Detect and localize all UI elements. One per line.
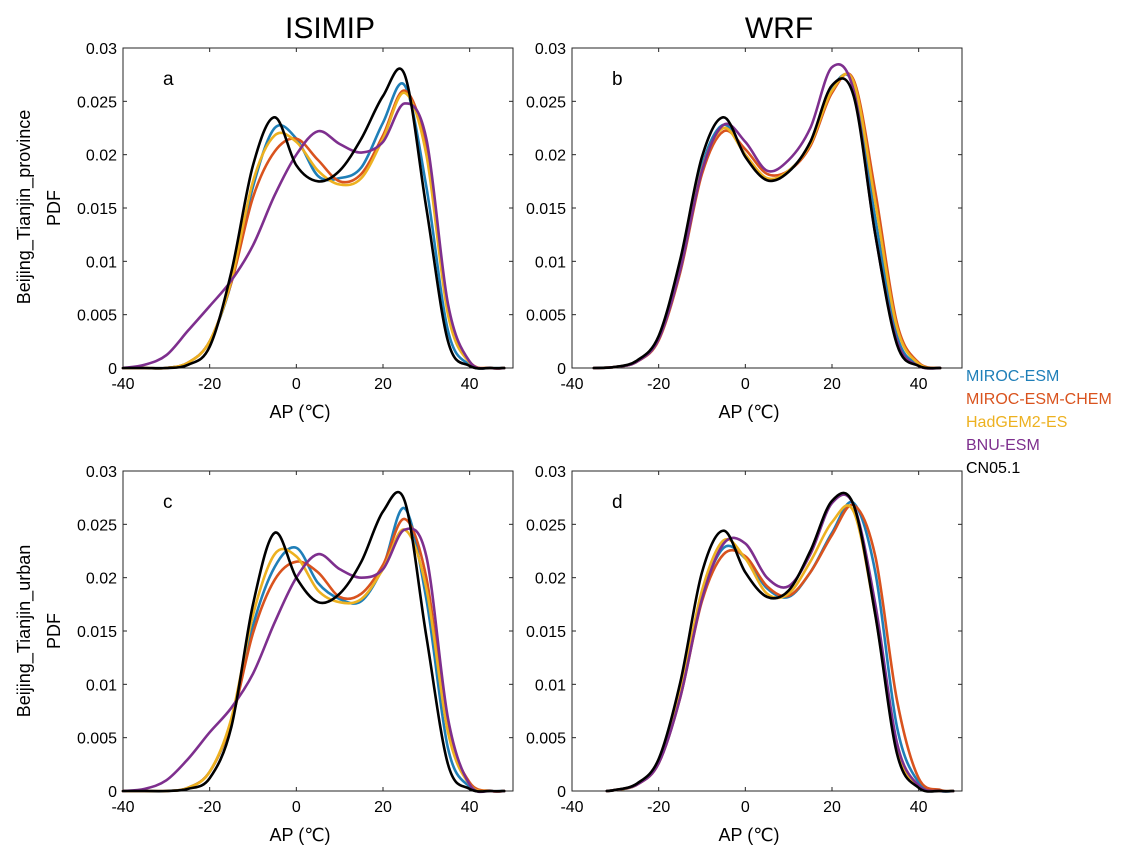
x-tick-label: 40 bbox=[461, 376, 479, 393]
y-tick-label: 0.01 bbox=[86, 677, 117, 694]
x-tick-label: -20 bbox=[647, 799, 670, 816]
column-title-isimip: ISIMIP bbox=[285, 12, 375, 45]
x-tick-label: -20 bbox=[198, 799, 221, 816]
row-label-province: Beijing_Tianjin_province bbox=[14, 110, 35, 304]
series-line-miroc-esm bbox=[121, 82, 506, 370]
y-axis-label: PDF bbox=[44, 190, 64, 226]
legend-entry-cn05-1: CN05.1 bbox=[966, 460, 1020, 477]
column-title-wrf: WRF bbox=[745, 12, 813, 45]
y-tick-label: 0.03 bbox=[86, 464, 117, 481]
y-tick-label: 0 bbox=[557, 361, 566, 378]
y-tick-label: 0.025 bbox=[526, 94, 566, 111]
series-line-cn05-1 bbox=[592, 77, 942, 370]
panel-letter: c bbox=[163, 492, 173, 513]
plot-frame bbox=[571, 470, 963, 792]
y-tick-label: 0.005 bbox=[526, 731, 566, 748]
x-tick-label: 40 bbox=[910, 799, 928, 816]
y-tick-label: 0.025 bbox=[77, 517, 117, 534]
series-line-bnu-esm bbox=[605, 493, 955, 793]
x-axis-label: AP (℃) bbox=[270, 402, 331, 422]
panel-a: -40 -20 0 20 40 0 0.005 0.01 0.015 0.02 0.025 0.03 A… bbox=[44, 41, 514, 422]
legend-entry-bnu-esm: BNU-ESM bbox=[966, 437, 1040, 454]
y-tick-label: 0.02 bbox=[86, 148, 117, 165]
panel-letter: b bbox=[612, 69, 623, 90]
panel-letter: a bbox=[163, 69, 174, 90]
y-tick-label: 0.025 bbox=[77, 94, 117, 111]
series-line-bnu-esm bbox=[592, 63, 942, 370]
x-tick-label: -40 bbox=[560, 799, 583, 816]
x-tick-label: 0 bbox=[741, 376, 750, 393]
y-tick-label: 0.02 bbox=[86, 571, 117, 588]
series-line-hadgem2-es bbox=[592, 72, 942, 370]
series-line-miroc-esm bbox=[592, 72, 942, 370]
y-tick-label: 0.005 bbox=[77, 731, 117, 748]
y-tick-label: 0 bbox=[557, 784, 566, 801]
series-line-miroc-esm-chem bbox=[121, 517, 506, 793]
y-tick-label: 0.005 bbox=[77, 308, 117, 325]
y-tick-label: 0.03 bbox=[535, 41, 566, 58]
x-tick-label: 20 bbox=[374, 799, 392, 816]
series-line-bnu-esm bbox=[121, 527, 506, 794]
y-tick-label: 0.03 bbox=[535, 464, 566, 481]
panel-b: -40 -20 0 20 40 0 0.005 0.01 0.015 0.02 0.025 0.03 A… bbox=[526, 41, 963, 422]
x-axis-label: AP (℃) bbox=[719, 825, 780, 845]
legend-entry-hadgem2-es: HadGEM2-ES bbox=[966, 414, 1067, 431]
y-tick-label: 0.02 bbox=[535, 571, 566, 588]
panel-d: -40 -20 0 20 40 0 0.005 0.01 0.015 0.02 0.025 0.03 A… bbox=[526, 464, 963, 845]
y-tick-label: 0.01 bbox=[535, 254, 566, 271]
y-tick-label: 0.02 bbox=[535, 148, 566, 165]
x-axis-label: AP (℃) bbox=[270, 825, 331, 845]
x-tick-label: -20 bbox=[198, 376, 221, 393]
x-tick-label: 20 bbox=[823, 376, 841, 393]
row-label-urban: Beijing_Tianjin_urban bbox=[14, 545, 35, 717]
panel-letter: d bbox=[612, 492, 623, 513]
series-line-miroc-esm bbox=[605, 500, 955, 793]
x-tick-label: 0 bbox=[292, 376, 301, 393]
series-line-cn05-1 bbox=[605, 491, 955, 793]
y-tick-label: 0.015 bbox=[77, 201, 117, 218]
y-tick-label: 0 bbox=[108, 784, 117, 801]
panel-c: -40 -20 0 20 40 0 0.005 0.01 0.015 0.02 0.025 0.03 A… bbox=[44, 464, 514, 845]
y-tick-label: 0.005 bbox=[526, 308, 566, 325]
x-tick-label: 40 bbox=[461, 799, 479, 816]
legend-entry-miroc-esm: MIROC-ESM bbox=[966, 368, 1059, 385]
series-line-cn05-1 bbox=[121, 491, 506, 793]
legend-entry-miroc-esm-chem: MIROC-ESM-CHEM bbox=[966, 391, 1112, 408]
series-line-cn05-1 bbox=[121, 67, 506, 370]
plot-frame bbox=[122, 47, 514, 369]
y-tick-label: 0.025 bbox=[526, 517, 566, 534]
y-tick-label: 0.015 bbox=[526, 624, 566, 641]
y-tick-label: 0.01 bbox=[535, 677, 566, 694]
y-tick-label: 0.01 bbox=[86, 254, 117, 271]
x-tick-label: 0 bbox=[741, 799, 750, 816]
x-tick-label: 40 bbox=[910, 376, 928, 393]
y-tick-label: 0.015 bbox=[77, 624, 117, 641]
x-tick-label: 0 bbox=[292, 799, 301, 816]
y-tick-label: 0 bbox=[108, 361, 117, 378]
x-tick-label: -20 bbox=[647, 376, 670, 393]
series-line-hadgem2-es bbox=[121, 91, 506, 370]
y-tick-label: 0.015 bbox=[526, 201, 566, 218]
x-tick-label: -40 bbox=[560, 376, 583, 393]
x-tick-label: 20 bbox=[374, 376, 392, 393]
x-tick-label: -40 bbox=[111, 799, 134, 816]
y-axis-label: PDF bbox=[44, 613, 64, 649]
series-line-hadgem2-es bbox=[121, 528, 506, 793]
series-line-miroc-esm bbox=[121, 507, 506, 793]
x-tick-label: -40 bbox=[111, 376, 134, 393]
plot-frame bbox=[571, 47, 963, 369]
y-tick-label: 0.03 bbox=[86, 41, 117, 58]
x-axis-label: AP (℃) bbox=[719, 402, 780, 422]
series-line-miroc-esm-chem bbox=[592, 72, 942, 370]
series-line-bnu-esm bbox=[121, 102, 506, 370]
x-tick-label: 20 bbox=[823, 799, 841, 816]
